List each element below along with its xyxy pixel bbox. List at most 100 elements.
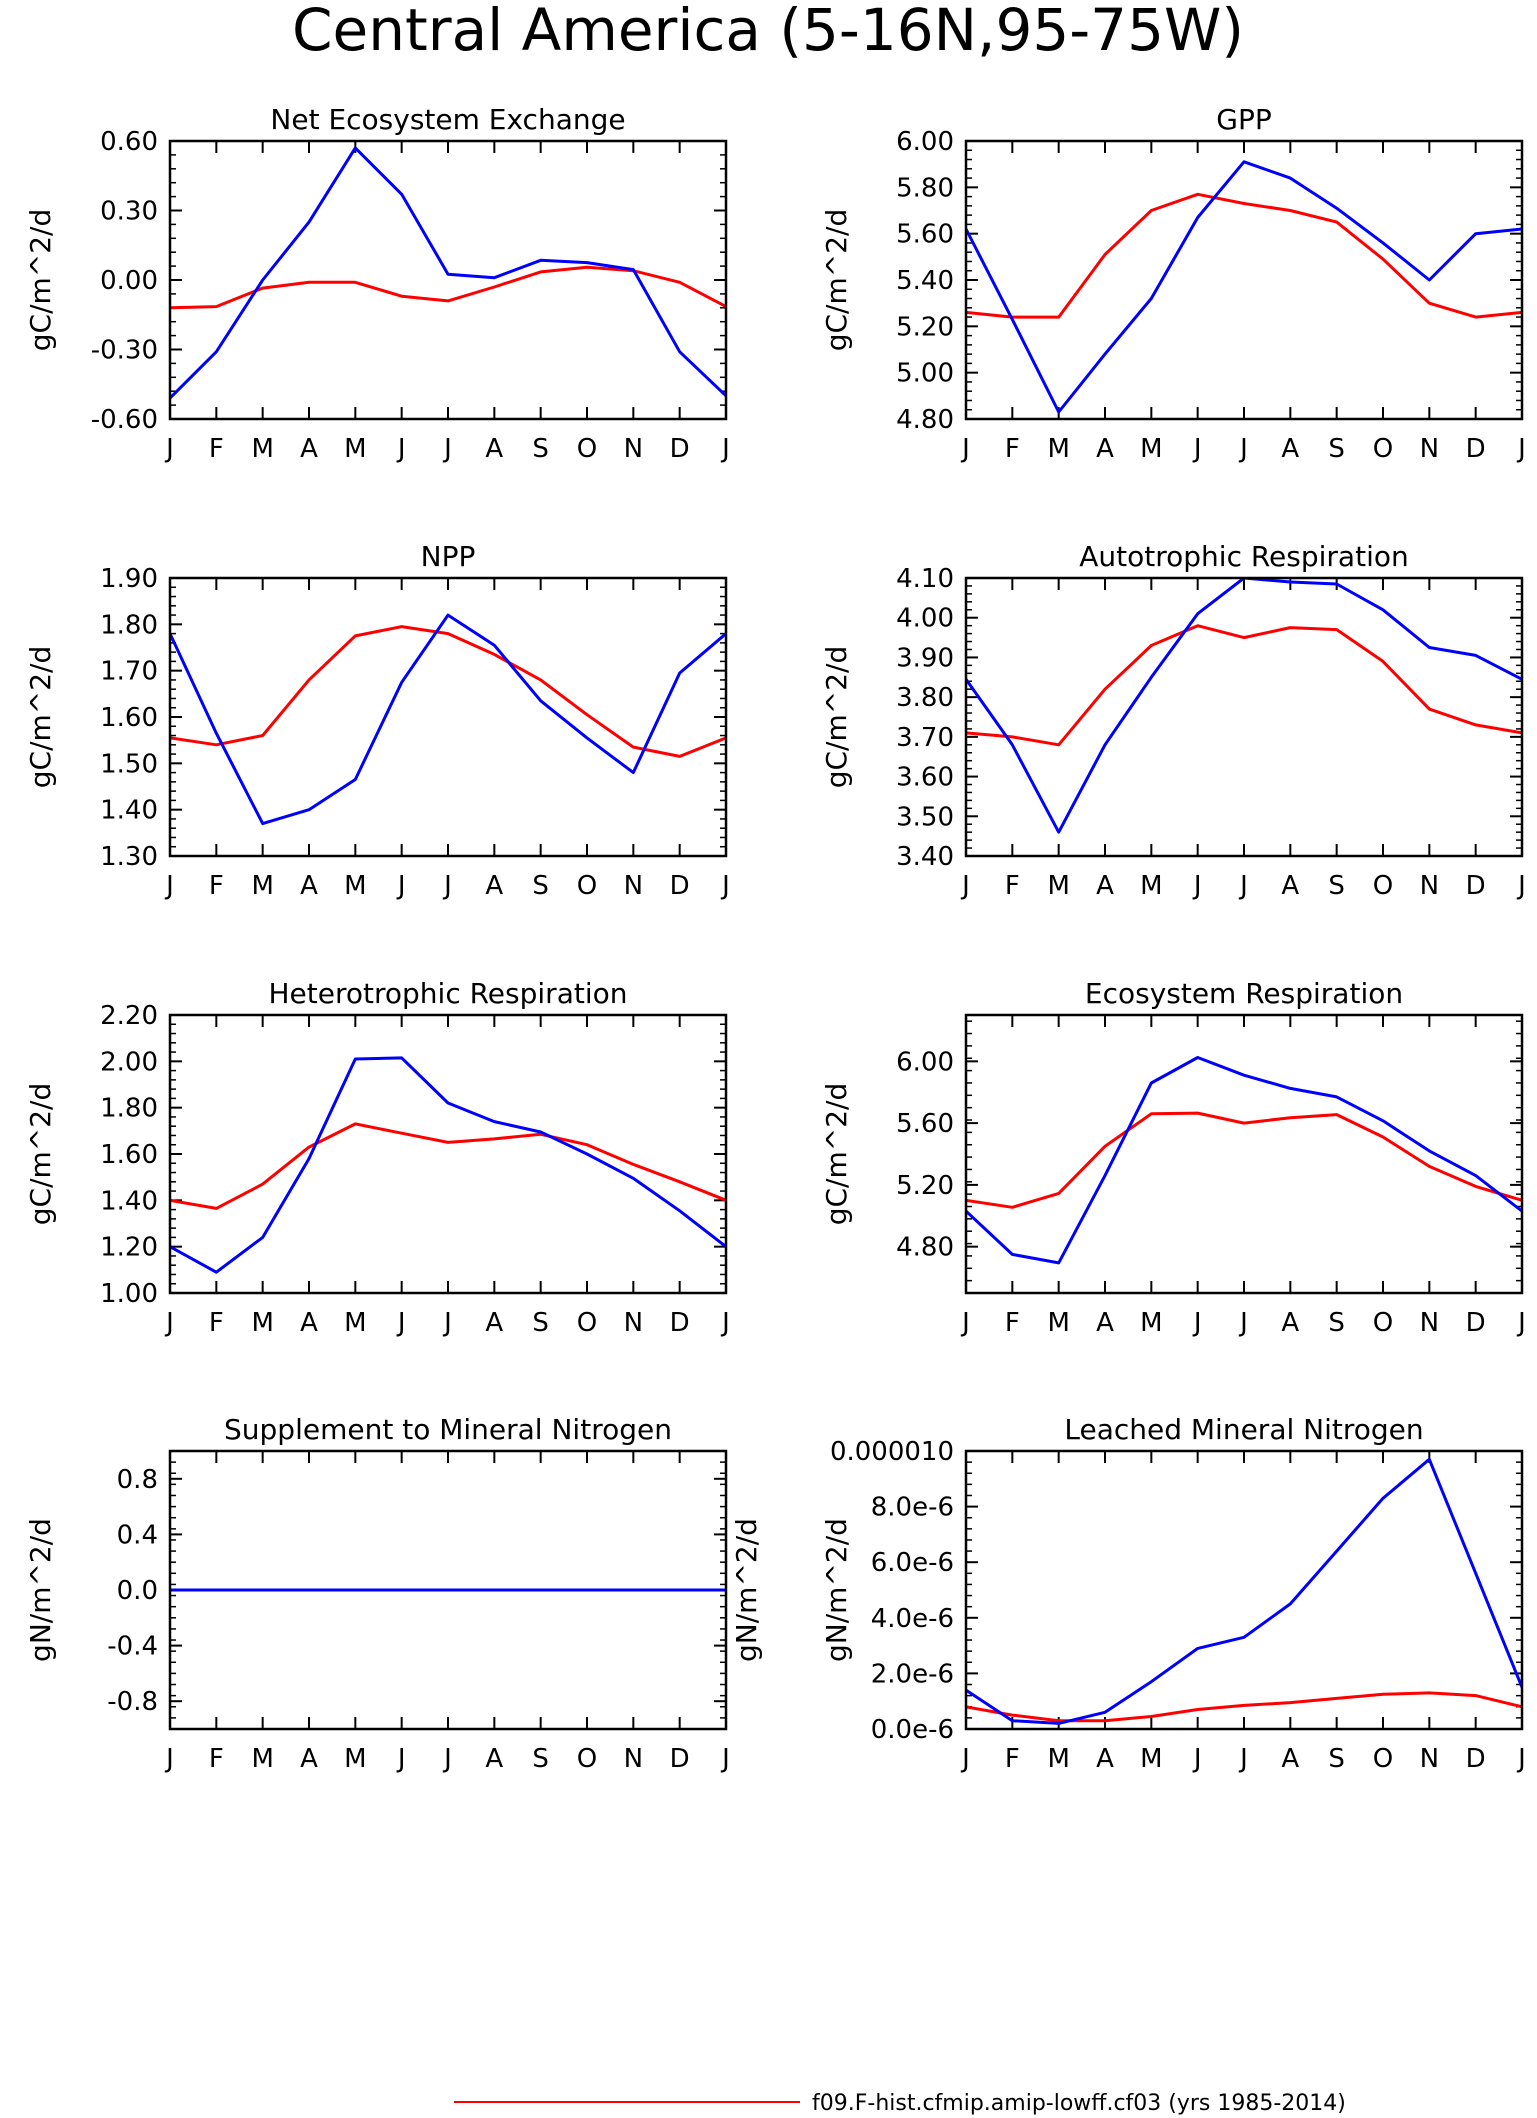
- x-tick-label: J: [1516, 1744, 1526, 1774]
- y-tick-label: -0.4: [107, 1632, 158, 1662]
- x-tick-label: D: [670, 434, 690, 464]
- series-line-blue: [170, 146, 726, 400]
- x-tick-label: O: [1373, 1308, 1393, 1338]
- y-tick-label: 4.80: [896, 405, 954, 435]
- x-tick-label: F: [209, 1744, 224, 1774]
- x-tick-label: J: [960, 434, 970, 464]
- x-tick-label: O: [577, 1744, 597, 1774]
- y-tick-label: 5.20: [896, 1171, 954, 1201]
- panel-title: GPP: [1216, 103, 1271, 136]
- x-tick-label: M: [344, 871, 366, 901]
- y-tick-label: 1.80: [100, 610, 158, 640]
- y-tick-label: 5.60: [896, 220, 954, 250]
- series-line-red: [966, 624, 1522, 747]
- x-tick-label: M: [1047, 1308, 1069, 1338]
- x-tick-label: J: [442, 1744, 452, 1774]
- y-tick-label: 3.90: [896, 643, 954, 673]
- y-axis-label: gC/m^2/d: [24, 646, 57, 789]
- x-tick-label: F: [1005, 434, 1020, 464]
- x-tick-label: A: [300, 1744, 318, 1774]
- plot-frame: [168, 576, 728, 858]
- x-tick-label: M: [344, 1308, 366, 1338]
- x-tick-label: A: [1096, 1308, 1114, 1338]
- x-tick-label: M: [1140, 434, 1162, 464]
- x-tick-label: N: [624, 871, 643, 901]
- x-tick-label: O: [577, 434, 597, 464]
- x-tick-label: J: [1192, 1744, 1202, 1774]
- x-tick-label: D: [1466, 1744, 1486, 1774]
- y-axis-label: gN/m^2/d: [24, 1518, 57, 1662]
- x-tick-label: M: [1047, 1744, 1069, 1774]
- x-tick-label: J: [1192, 871, 1202, 901]
- y-tick-label: 1.00: [100, 1279, 158, 1309]
- panel-4: Autotrophic Respiration gC/m^2/d 3.40 3.50 3…: [820, 540, 1526, 901]
- plot-frame: [964, 139, 1524, 421]
- x-tick-label: F: [209, 1308, 224, 1338]
- x-tick-label: J: [396, 871, 406, 901]
- y-tick-label: 1.30: [100, 842, 158, 872]
- x-tick-label: F: [1005, 1308, 1020, 1338]
- legend: f09.F-hist.cfmip.amip-lowff.cf03 (yrs 19…: [454, 2091, 1346, 2116]
- x-tick-label: O: [1373, 1744, 1393, 1774]
- x-tick-label: N: [1420, 1308, 1439, 1338]
- x-tick-label: D: [1466, 434, 1486, 464]
- x-tick-label: F: [209, 434, 224, 464]
- y-tick-label: 6.00: [896, 127, 954, 157]
- x-tick-label: J: [1516, 871, 1526, 901]
- x-tick-label: A: [485, 1308, 503, 1338]
- x-tick-label: J: [1516, 1308, 1526, 1338]
- x-tick-label: M: [1140, 1308, 1162, 1338]
- x-tick-label: F: [1005, 1744, 1020, 1774]
- x-tick-label: A: [1096, 871, 1114, 901]
- x-tick-label: A: [300, 1308, 318, 1338]
- x-tick-label: J: [1238, 1744, 1248, 1774]
- x-tick-label: J: [720, 434, 730, 464]
- y-tick-label: 3.80: [896, 683, 954, 713]
- x-tick-label: M: [344, 1744, 366, 1774]
- x-tick-label: A: [485, 1744, 503, 1774]
- y-tick-label: 4.0e-6: [871, 1604, 954, 1634]
- x-tick-label: D: [670, 1744, 690, 1774]
- x-tick-label: J: [164, 871, 174, 901]
- y-axis-label: gC/m^2/d: [820, 646, 853, 789]
- y-tick-label: 5.40: [896, 266, 954, 296]
- y-axis-label: gC/m^2/d: [820, 1083, 853, 1226]
- x-tick-label: J: [442, 871, 452, 901]
- x-tick-label: M: [1047, 871, 1069, 901]
- x-tick-label: A: [485, 434, 503, 464]
- y-axis-label-right: gN/m^2/d: [730, 1518, 763, 1662]
- y-tick-label: 1.50: [100, 749, 158, 779]
- y-tick-label: 0.0: [117, 1576, 158, 1606]
- x-tick-label: J: [960, 1308, 970, 1338]
- x-tick-label: J: [1192, 434, 1202, 464]
- x-tick-label: J: [442, 434, 452, 464]
- x-tick-label: J: [1238, 871, 1248, 901]
- x-tick-label: J: [960, 1744, 970, 1774]
- x-tick-label: M: [251, 871, 273, 901]
- y-tick-label: 5.00: [896, 359, 954, 389]
- x-tick-label: M: [1140, 871, 1162, 901]
- series-line-red: [170, 1122, 726, 1210]
- y-tick-label: -0.8: [107, 1687, 158, 1717]
- x-tick-label: N: [1420, 871, 1439, 901]
- y-tick-label: 5.60: [896, 1109, 954, 1139]
- series-line-blue: [170, 613, 726, 826]
- plot-frame: [168, 139, 728, 421]
- y-tick-label: 0.30: [100, 197, 158, 227]
- x-tick-label: J: [442, 1308, 452, 1338]
- series-line-blue: [170, 1056, 726, 1274]
- y-tick-label: 1.40: [100, 1186, 158, 1216]
- x-tick-label: A: [1096, 434, 1114, 464]
- series-line-blue: [966, 1457, 1522, 1725]
- series-line-red: [966, 1691, 1522, 1723]
- x-tick-label: J: [396, 1308, 406, 1338]
- plot-frame: [964, 1449, 1524, 1731]
- x-tick-label: J: [396, 434, 406, 464]
- y-tick-label: 0.000010: [830, 1437, 954, 1467]
- x-tick-label: S: [1328, 1308, 1345, 1338]
- y-tick-label: -0.30: [91, 336, 158, 366]
- y-tick-label: 0.8: [117, 1465, 158, 1495]
- x-tick-label: J: [1238, 434, 1248, 464]
- plot-frame: [964, 576, 1524, 858]
- x-tick-label: M: [344, 434, 366, 464]
